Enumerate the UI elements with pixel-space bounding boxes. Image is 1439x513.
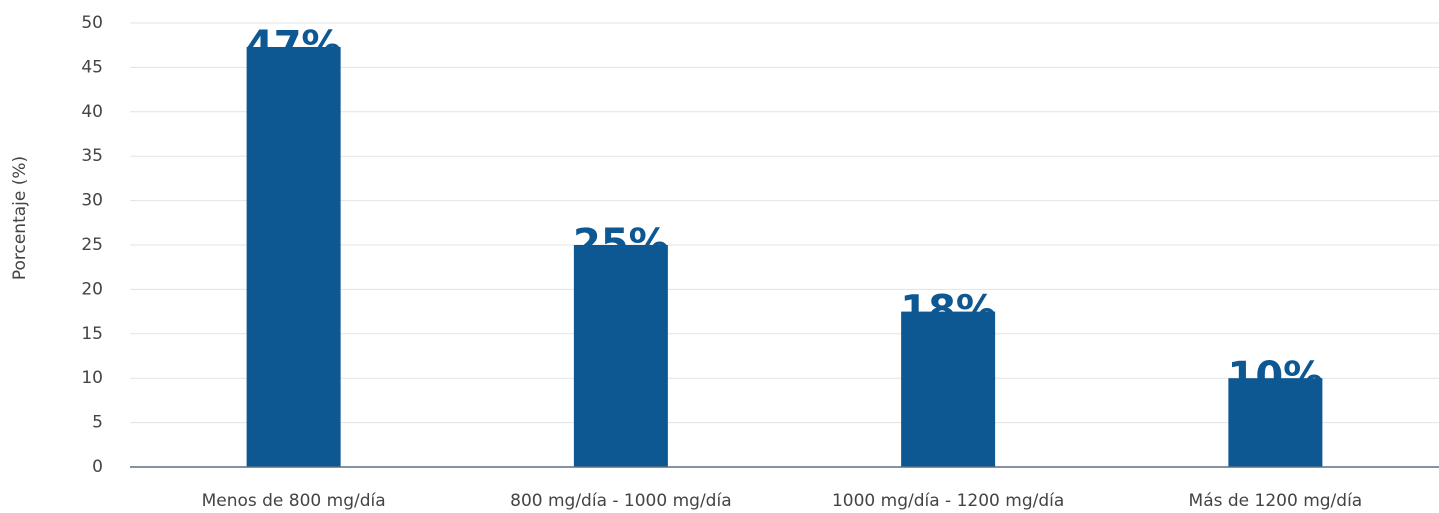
y-tick-label: 30 — [81, 191, 103, 211]
y-tick-label: 50 — [81, 13, 103, 33]
y-tick-label: 20 — [81, 279, 103, 299]
x-tick-label: Menos de 800 mg/día — [202, 491, 386, 511]
x-tick-label: 800 mg/día - 1000 mg/día — [510, 491, 731, 511]
bar — [246, 46, 341, 467]
bar — [573, 245, 668, 467]
y-tick-label: 0 — [92, 457, 103, 477]
bar — [901, 311, 996, 467]
y-tick-label: 40 — [81, 102, 103, 122]
x-tick-label: 1000 mg/día - 1200 mg/día — [832, 491, 1064, 511]
value-label: 47% — [246, 23, 342, 69]
y-tick-label: 25 — [81, 235, 103, 255]
value-label: 10% — [1228, 354, 1324, 400]
y-tick-label: 45 — [81, 57, 103, 77]
value-label: 25% — [573, 221, 669, 267]
bar — [1228, 378, 1323, 467]
y-tick-label: 10 — [81, 368, 103, 388]
x-tick-label: Más de 1200 mg/día — [1189, 491, 1363, 511]
value-label: 18% — [900, 288, 996, 334]
y-tick-label: 35 — [81, 146, 103, 166]
y-tick-label: 5 — [92, 413, 103, 433]
y-tick-label: 15 — [81, 324, 103, 344]
y-axis-title: Porcentaje (%) — [10, 156, 30, 280]
